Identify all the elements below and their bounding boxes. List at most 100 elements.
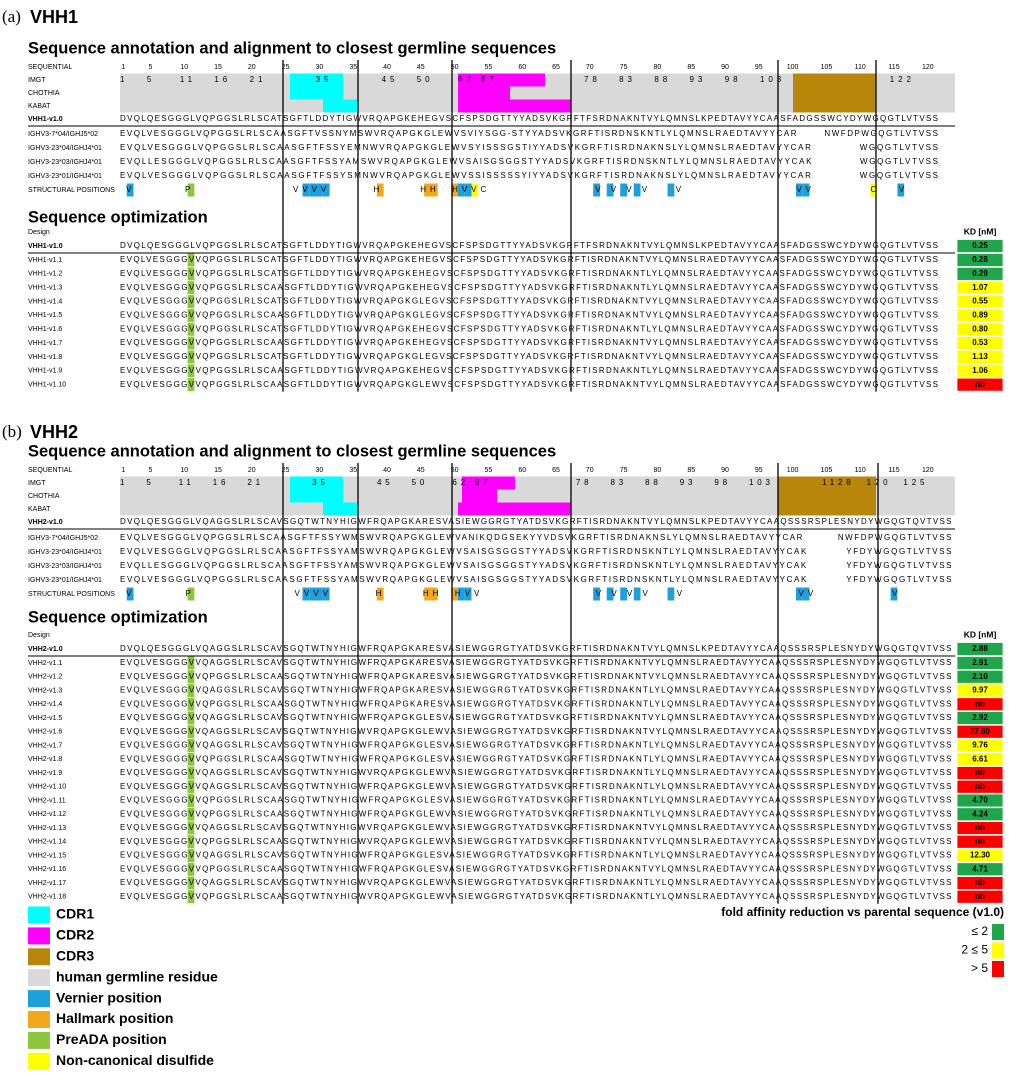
kd-value: 2.10: [972, 672, 988, 681]
panel-name: VHH2: [30, 422, 78, 442]
kd-value: nb: [975, 837, 985, 846]
sequential-number: 70: [586, 467, 594, 474]
row-label: KABAT: [28, 506, 51, 513]
structural-highlight: [316, 183, 323, 197]
reference-sequence: DVQLQESGGGLVQAGGSLRLSCAVSGQTWTNYHIGWFRQA…: [120, 517, 952, 526]
row-label: SEQUENTIAL: [28, 467, 72, 474]
kd-cell: [956, 779, 1004, 794]
row-label: CHOTHIA: [28, 90, 60, 97]
cdr-block: [290, 86, 343, 100]
kd-cell: [956, 308, 1004, 323]
preada-highlight: [187, 364, 195, 378]
kd-value: 2.91: [972, 658, 988, 667]
legend-label: CDR2: [56, 927, 94, 943]
row-label: CHOTHIA: [28, 493, 60, 500]
structural-highlight: [471, 183, 479, 197]
parent-sequence: DVQLQESGGGLVQPGGSLRLSCATSGFTLDDYTIGWVRQA…: [120, 241, 938, 250]
cdr-block: [290, 489, 343, 503]
variant-name: VHH2-v1.4: [28, 701, 62, 708]
sequential-number: 50: [451, 64, 459, 71]
variant-sequence: EVQLVESGGGVVQPGGSLRLSCAASGFTLDDYTIGWVRQA…: [120, 380, 938, 389]
variant-name: VHH2-v1.18: [28, 894, 66, 901]
preada-highlight: [187, 378, 195, 392]
legend-swatch: [28, 969, 50, 987]
structural-highlight: [897, 183, 905, 197]
preada-highlight: [187, 656, 195, 670]
kd-cell: [956, 294, 1004, 309]
variant-name: VHH2-v1.11: [28, 797, 66, 804]
legend-swatch: [28, 927, 50, 945]
preada-highlight: [187, 807, 195, 821]
kd-cell: [956, 738, 1004, 753]
structural-highlight: [424, 587, 431, 601]
kd-value: nb: [975, 782, 985, 791]
preada-highlight: [187, 350, 195, 364]
variant-sequence: EVQLVESGGGVVQPGGSLRLSCAASGFTLDDYTIGWVRQA…: [120, 338, 938, 347]
sequential-number: 30: [316, 467, 324, 474]
kd-cell: [956, 793, 1004, 808]
sequential-number: 75: [620, 64, 628, 71]
legend-label: CDR1: [56, 906, 94, 922]
variant-name: VHH2-v1.17: [28, 880, 66, 887]
design-label: Design: [28, 229, 50, 236]
structural-highlight: [870, 183, 878, 197]
section-title: Sequence optimization: [28, 208, 208, 226]
variant-name: VHH1-v1.4: [28, 298, 62, 305]
preada-highlight: [187, 739, 195, 752]
sequential-number: 110: [855, 64, 866, 71]
kd-value: 1.07: [972, 283, 988, 292]
kd-value: nb: [975, 380, 985, 389]
kd-cell: [956, 363, 1004, 378]
kd-value: nb: [975, 699, 985, 708]
structural-highlight: [667, 183, 675, 197]
variant-sequence: EVQLVESGGGVVQAGGSLRLSCAVSGQTWTNYHIGWVRQA…: [120, 823, 951, 832]
cdr-block: [323, 99, 358, 113]
sequential-number: 115: [888, 64, 899, 71]
preada-highlight: [187, 752, 195, 766]
variant-sequence: EVQLVESGGGVVQAGGSLRLSCAVSGQTWTNYHIGWVRQA…: [120, 768, 952, 777]
germline-name: IGHV3-23*03/IGHJ4*01: [28, 563, 102, 570]
sequential-number: 80: [654, 64, 662, 71]
sequential-number: 100: [787, 64, 799, 71]
parent-name: VHH2-v1.0: [28, 646, 63, 653]
kd-cell: [956, 876, 1004, 890]
kd-cell: [956, 889, 1004, 904]
germline-sequence: EVQLVESGGGLVQPGGSLRLSCAASGFTFSSYWMSWVRQA…: [120, 533, 951, 542]
cdr-block: [458, 99, 571, 113]
structural-highlight: [464, 587, 472, 601]
sequential-number: 25: [282, 64, 290, 71]
preada-highlight: [187, 725, 195, 739]
germline-sequence: EVQLVESGGGLVQPGGSLRLSCAASGFTVSSNYMSWVRQA…: [120, 129, 938, 138]
structural-highlight: [316, 587, 323, 601]
variant-sequence: EVQLVESGGGVVQAGGSLRLSCAVSGQTWTNYHIGWVRQA…: [120, 727, 951, 736]
preada-highlight: [187, 766, 195, 780]
legend-swatch: [28, 948, 50, 966]
variant-sequence: EVQLVESGGGVVQAGGSLRLSCAVSGQTWTNYHIGWFRQA…: [120, 713, 952, 722]
variant-name: VHH2-v1.2: [28, 674, 62, 681]
kd-value: nb: [975, 768, 985, 777]
kd-value: 0.28: [972, 255, 988, 264]
row-label: SEQUENTIAL: [28, 64, 72, 71]
germline-sequence: EVQLVESGGGLVQPGGSLRLSCAASGFTFSSYSMNWVRQA…: [120, 171, 938, 180]
sequential-number: 45: [417, 64, 425, 71]
structural-highlight: [302, 587, 310, 601]
variant-name: VHH2-v1.6: [28, 729, 62, 736]
legend-swatch: [28, 990, 50, 1008]
kd-cell: [956, 669, 1004, 684]
sequential-number: 55: [485, 64, 493, 71]
preada-highlight: [187, 336, 195, 350]
sequential-number: 10: [180, 64, 188, 71]
variant-name: VHH2-v1.15: [28, 852, 66, 859]
variant-sequence: EVQLVESGGGVVQAGGSLRLSCAVSGQTWTNYHIGWFRQA…: [120, 741, 951, 750]
structural-highlight: [890, 587, 898, 601]
row-label: KABAT: [28, 103, 51, 110]
kd-header: KD [nM]: [964, 226, 997, 236]
cdr-block: [290, 476, 343, 490]
sequential-number: 85: [687, 467, 695, 474]
structural-highlight: [309, 587, 317, 601]
preada-highlight: [187, 322, 195, 336]
variant-name: VHH2-v1.5: [28, 715, 62, 722]
cdr-block: [290, 73, 343, 87]
sequential-number: 35: [349, 467, 357, 474]
variant-sequence: EVQLVESGGGVVQPGGSLRLSCAASGFTLDDYTIGWVRQA…: [120, 311, 938, 320]
